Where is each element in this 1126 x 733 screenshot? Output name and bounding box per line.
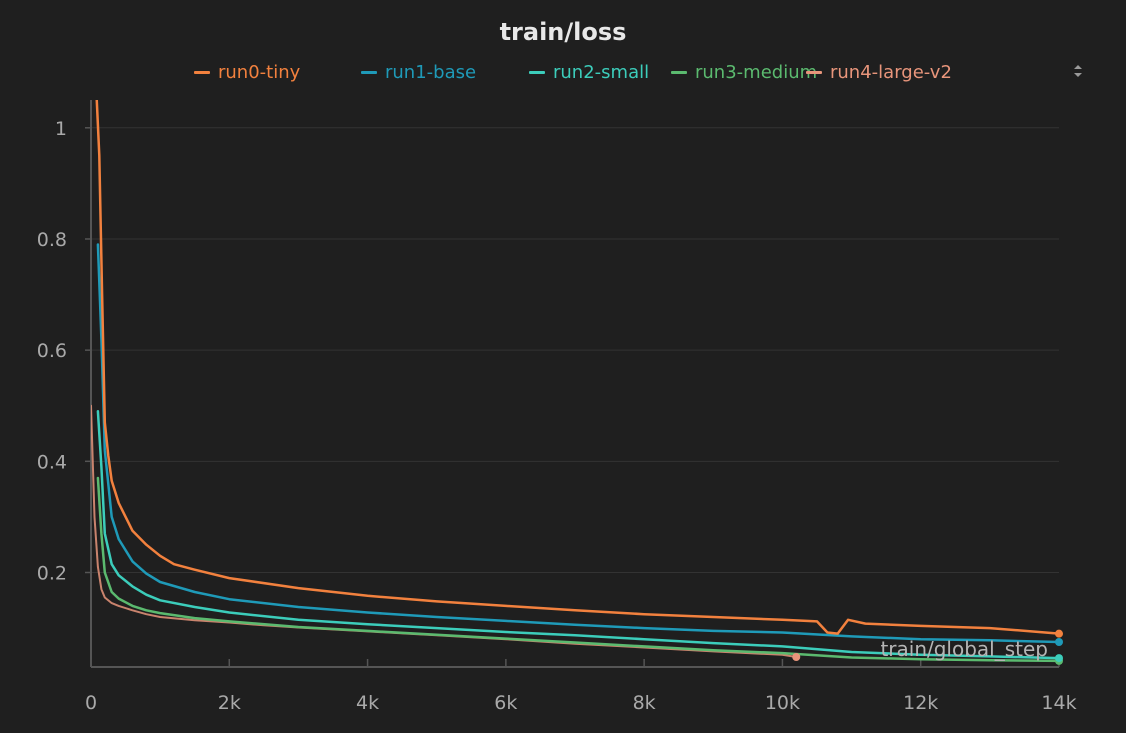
legend-item-run1-base[interactable]: run1-base — [361, 58, 476, 86]
series-line-run0-tiny — [95, 100, 1061, 635]
axis-labels: 0.2 0.4 0.6 0.8 1 0 2k 4k 6k 8k 10k 12k 14k — [37, 118, 1077, 714]
series-lines — [91, 100, 1061, 663]
x-tick-label: 12k — [903, 692, 938, 714]
series-line-run2-small — [96, 410, 1061, 660]
legend-label: run0-tiny — [218, 61, 301, 83]
x-tick-label: 14k — [1041, 692, 1076, 714]
x-axis-label: train/global_step — [880, 637, 1048, 661]
series-line-run3-medium — [96, 476, 1061, 663]
legend-label: run1-base — [385, 61, 477, 83]
x-tick-label: 2k — [218, 692, 241, 714]
grid — [91, 127, 1059, 573]
legend-label: run2-small — [553, 61, 650, 83]
series-end-marker-run1-base — [1055, 637, 1063, 646]
x-tick-label: 10k — [765, 692, 800, 714]
legend: run0-tiny run1-base run2-small run3-medium r… — [0, 58, 1126, 86]
legend-label: run3-medium — [695, 61, 818, 83]
legend-swatch — [671, 70, 687, 74]
legend-item-run2-small[interactable]: run2-small — [529, 58, 649, 86]
y-tick-label: 1 — [55, 118, 67, 140]
axes — [85, 100, 1060, 668]
legend-swatch — [806, 70, 822, 74]
sort-arrows-icon[interactable] — [1066, 60, 1090, 82]
x-tick-label: 8k — [633, 692, 656, 714]
legend-swatch — [361, 70, 377, 74]
legend-item-run4-large-v2[interactable]: run4-large-v2 — [806, 58, 952, 86]
legend-item-run0-tiny[interactable]: run0-tiny — [194, 58, 300, 86]
series-line-run1-base — [96, 243, 1061, 644]
series-end-marker-run4-large-v2 — [792, 652, 801, 661]
x-tick-label: 4k — [356, 692, 379, 714]
y-tick-label: 0.2 — [37, 563, 67, 585]
y-tick-label: 0.4 — [37, 451, 67, 473]
chart-title: train/loss — [499, 18, 627, 46]
legend-label: run4-large-v2 — [830, 61, 952, 83]
x-tick-label: 6k — [494, 692, 517, 714]
series-end-markers — [792, 629, 1063, 665]
legend-swatch — [529, 70, 545, 74]
x-tick-label: 0 — [85, 692, 97, 714]
legend-swatch — [194, 70, 210, 74]
y-tick-label: 0.6 — [37, 340, 67, 362]
series-end-marker-run2-small — [1055, 654, 1063, 663]
legend-item-run3-medium[interactable]: run3-medium — [671, 58, 817, 86]
y-tick-label: 0.8 — [37, 229, 67, 251]
series-end-marker-run0-tiny — [1055, 629, 1063, 638]
